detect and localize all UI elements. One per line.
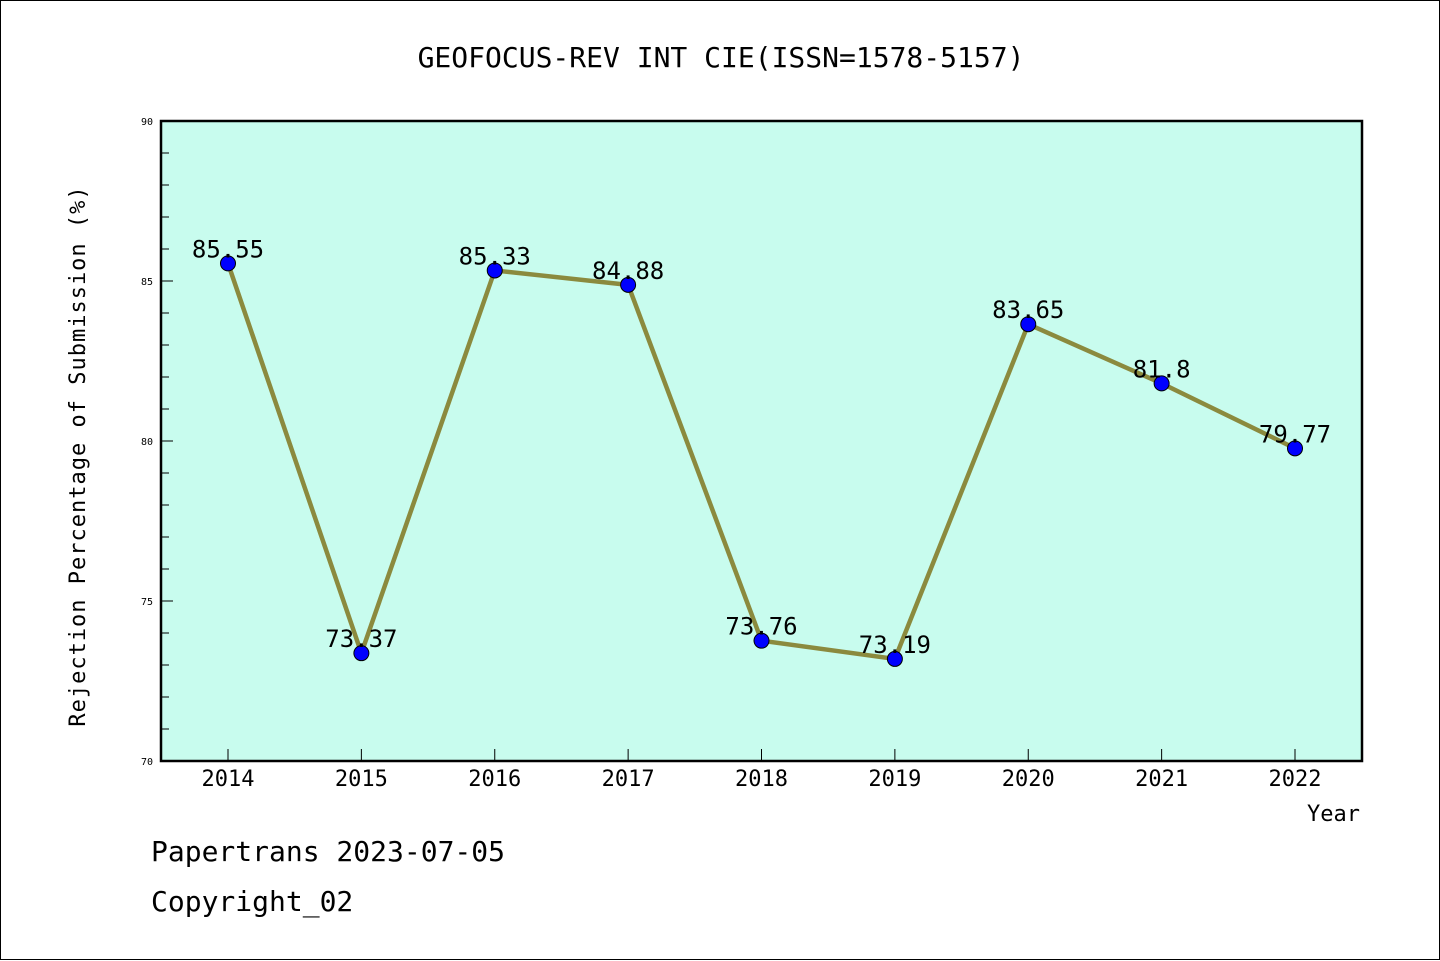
data-point-marker <box>220 255 236 272</box>
data-point-marker <box>1153 375 1170 392</box>
x-tick-label: 2014 <box>202 767 255 792</box>
x-tick-label: 2016 <box>468 767 521 792</box>
data-point-marker <box>1287 440 1303 457</box>
x-tick-label: 2018 <box>735 767 788 792</box>
data-point-marker <box>753 632 770 649</box>
data-point-marker <box>620 276 637 293</box>
y-tick-label: 70 <box>141 757 153 768</box>
x-tick-label: 2022 <box>1269 767 1322 792</box>
data-series: 85.55 73.37 85.33 84.88 73.76 73.19 83.65 81.8 7… <box>192 235 1331 667</box>
x-tick-label: 2020 <box>1002 767 1055 792</box>
data-label: 79.77 <box>1259 420 1331 448</box>
x-tick-label: 2015 <box>335 767 388 792</box>
data-label: 73.76 <box>725 613 797 641</box>
data-label: 85.55 <box>192 235 264 263</box>
data-label: 85.33 <box>459 242 531 270</box>
data-label: 84.88 <box>592 257 664 285</box>
y-axis: 70 75 80 85 90 <box>141 117 173 768</box>
x-tick-label: 2019 <box>868 767 921 792</box>
x-tick-label: 2017 <box>602 767 655 792</box>
chart-title: GEOFOCUS-REV INT CIE(ISSN=1578-5157) <box>418 41 1025 74</box>
data-point-marker <box>886 650 903 667</box>
y-tick-label: 85 <box>141 277 153 288</box>
x-tick-label: 2021 <box>1135 767 1188 792</box>
data-label: 81.8 <box>1133 355 1191 383</box>
data-point-marker <box>1020 316 1037 333</box>
plot-area <box>159 119 1364 763</box>
data-label: 73.37 <box>325 625 397 653</box>
y-axis-label: Rejection Percentage of Submission (%) <box>66 185 91 726</box>
y-tick-label: 75 <box>141 597 153 608</box>
data-point-marker <box>486 262 503 279</box>
data-point-marker <box>353 645 370 662</box>
footer-copyright: Copyright_02 <box>151 885 354 918</box>
data-label: 83.65 <box>992 296 1064 324</box>
x-axis-label: Year <box>1307 802 1360 827</box>
x-axis: 2014 2015 2016 2017 2018 2019 2020 2021 2022 <box>202 749 1322 792</box>
data-label: 73.19 <box>859 631 931 659</box>
footer-date: Papertrans 2023-07-05 <box>151 835 506 868</box>
y-tick-label: 80 <box>141 437 153 448</box>
y-tick-label: 90 <box>141 117 153 128</box>
